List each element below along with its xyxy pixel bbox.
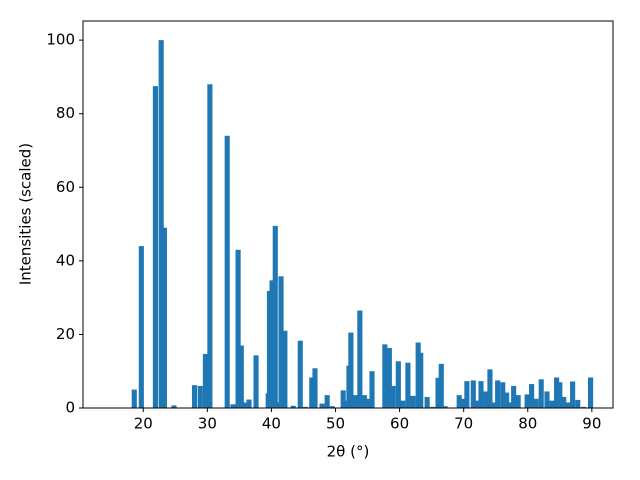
bar [171, 405, 177, 408]
bar [460, 398, 466, 408]
bar [533, 398, 539, 408]
x-tick-label: 50 [326, 415, 345, 433]
bar [302, 406, 308, 408]
bar [405, 362, 411, 408]
bar [319, 403, 325, 408]
x-tick-label: 40 [262, 415, 281, 433]
bar [361, 395, 367, 408]
bar [290, 405, 296, 408]
bar [230, 404, 236, 408]
y-tick-label: 100 [46, 31, 75, 49]
bar [529, 384, 535, 408]
bar [424, 396, 430, 408]
bar [470, 380, 476, 408]
bar [207, 84, 213, 408]
y-tick-label: 80 [56, 104, 75, 122]
bar [158, 40, 164, 409]
bar [278, 276, 284, 408]
bar [524, 394, 530, 408]
bar [340, 390, 346, 408]
bar [515, 395, 521, 408]
bar [324, 395, 330, 408]
y-tick-label: 20 [56, 325, 75, 343]
bar [269, 280, 275, 408]
bar [500, 382, 506, 408]
bar [312, 368, 318, 408]
bar [507, 402, 513, 408]
bar [282, 330, 288, 408]
bar [575, 399, 581, 408]
bar [435, 377, 441, 408]
bar [161, 227, 167, 408]
bar [538, 379, 544, 408]
bar [442, 406, 448, 408]
bar [544, 391, 550, 408]
bar [352, 395, 358, 408]
bar [224, 135, 230, 408]
x-axis-label: 2θ (°) [327, 443, 370, 461]
bar [357, 310, 363, 408]
x-tick-label: 90 [582, 415, 601, 433]
y-tick-label: 0 [65, 399, 75, 417]
bar [395, 361, 401, 408]
bar [253, 355, 259, 408]
bar [400, 400, 406, 408]
y-axis-label: Intensities (scaled) [17, 143, 35, 285]
bar [197, 385, 203, 408]
bar [246, 399, 252, 408]
bar [369, 371, 375, 408]
bar [348, 332, 354, 408]
x-tick-label: 20 [134, 415, 153, 433]
bar [235, 249, 241, 408]
bar [483, 391, 489, 408]
bar [456, 395, 462, 408]
bar [570, 381, 576, 408]
bar [561, 396, 567, 408]
bar [386, 348, 392, 408]
bar [238, 345, 244, 408]
bar [241, 402, 247, 408]
bar [478, 381, 484, 408]
bar [495, 380, 501, 408]
bar [504, 392, 510, 408]
y-tick-label: 60 [56, 178, 75, 196]
x-tick-label: 30 [198, 415, 217, 433]
bar [565, 402, 571, 408]
bar [549, 400, 555, 408]
bar [329, 406, 335, 408]
axes-frame [82, 20, 614, 409]
bar [464, 381, 470, 408]
bar [390, 385, 396, 408]
bar [418, 352, 424, 408]
bar [430, 406, 436, 408]
bar [487, 369, 493, 408]
y-tick-label: 40 [56, 251, 75, 269]
bar [491, 402, 497, 408]
bar [511, 385, 517, 408]
x-tick-label: 70 [454, 415, 473, 433]
bar [138, 246, 144, 408]
bar [297, 340, 303, 408]
bar [131, 389, 137, 408]
bar [588, 377, 594, 408]
bar [475, 400, 481, 408]
bar [275, 402, 281, 408]
bar [557, 382, 563, 408]
bar [382, 344, 388, 408]
bar [438, 363, 444, 408]
bar [365, 398, 371, 408]
bar [410, 395, 416, 408]
bar [191, 385, 198, 408]
bar [272, 225, 278, 408]
bar [152, 86, 158, 408]
x-tick-label: 60 [390, 415, 409, 433]
bar [580, 406, 587, 408]
bar [202, 353, 208, 408]
x-tick-label: 80 [518, 415, 537, 433]
bar [554, 377, 560, 408]
bar [309, 377, 315, 408]
